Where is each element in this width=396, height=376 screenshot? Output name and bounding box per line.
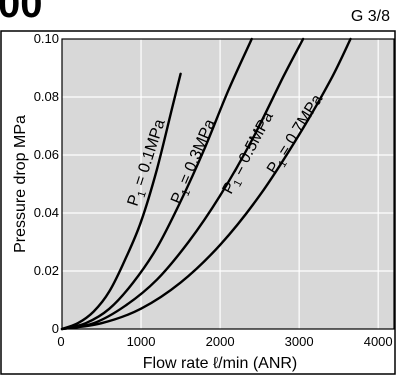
grid-lines <box>62 39 394 329</box>
y-tick-label: 0.02 <box>34 263 59 278</box>
series-line <box>60 37 253 331</box>
y-tick-label: 0.08 <box>34 89 59 104</box>
page-heading-fragment: 00 <box>0 0 43 26</box>
x-tick-label: 2000 <box>206 334 235 349</box>
port-size-label: G 3/8 <box>350 8 390 25</box>
y-axis-label: Pressure drop MPa <box>12 115 29 253</box>
series-line <box>60 37 352 331</box>
y-tick-label: 0.10 <box>34 31 59 46</box>
x-tick-label: 0 <box>57 334 64 349</box>
x-tick-label: 4000 <box>364 334 393 349</box>
x-tick-label: 3000 <box>285 334 314 349</box>
y-tick-label: 0 <box>52 321 59 336</box>
x-axis-label: Flow rate ℓ/min (ANR) <box>143 355 298 372</box>
y-tick-label: 0.04 <box>34 205 59 220</box>
plot-frame <box>61 38 395 330</box>
tick-labels: 0 1000 2000 3000 4000 0 0.02 0.04 0.06 0.08 0.10 <box>34 31 393 349</box>
series-line <box>60 72 182 331</box>
y-tick-label: 0.06 <box>34 147 59 162</box>
chart-outer-frame <box>0 30 396 375</box>
curves <box>60 37 352 331</box>
series-line <box>60 37 305 331</box>
x-tick-label: 1000 <box>127 334 156 349</box>
